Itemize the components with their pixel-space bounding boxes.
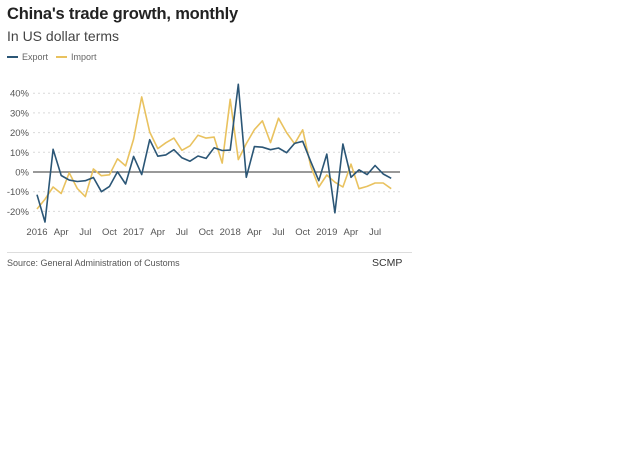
chart-title: China's trade growth, monthly xyxy=(7,5,238,23)
x-tick-label: 2016 xyxy=(26,227,47,238)
chart-subtitle: In US dollar terms xyxy=(7,28,120,44)
x-tick-label: Apr xyxy=(54,227,69,238)
legend-item-import: Import xyxy=(56,52,97,62)
brand-label: SCMP xyxy=(372,257,403,269)
x-tick-label: 2019 xyxy=(316,227,337,238)
x-tick-label: Oct xyxy=(199,227,214,238)
x-tick-label: Jul xyxy=(79,227,91,238)
y-tick-label: 40% xyxy=(10,89,30,100)
x-tick-label: Apr xyxy=(150,227,165,238)
line-chart: 40% 30% 20% 10% 0% -10% -20% 2016 Apr Jul Oct 2017… xyxy=(7,83,400,238)
x-tick-label: 2018 xyxy=(220,227,241,238)
gridlines xyxy=(33,92,400,212)
series-line-import xyxy=(36,96,392,210)
legend-swatch-import xyxy=(56,56,68,58)
x-axis-ticks: 2016 Apr Jul Oct 2017 Apr Jul Oct 2018 Apr Jul Oct 2… xyxy=(26,227,381,238)
y-tick-label: 10% xyxy=(10,148,30,159)
x-tick-label: Oct xyxy=(295,227,310,238)
legend-swatch-export xyxy=(7,56,18,58)
y-tick-label: -10% xyxy=(7,187,30,198)
source-note: Source: General Administration of Custom… xyxy=(7,258,180,268)
y-tick-label: 20% xyxy=(10,128,30,139)
y-axis-ticks: 40% 30% 20% 10% 0% -10% -20% xyxy=(7,89,30,218)
series-lines xyxy=(36,83,392,223)
y-tick-label: 30% xyxy=(10,108,30,119)
x-tick-label: Jul xyxy=(369,227,381,238)
legend-item-export: Export xyxy=(7,52,48,62)
legend-label-export: Export xyxy=(22,52,49,62)
footer-divider xyxy=(7,252,412,253)
x-tick-label: Apr xyxy=(247,227,262,238)
x-tick-label: Jul xyxy=(176,227,188,238)
legend-label-import: Import xyxy=(71,52,97,62)
y-tick-label: 0% xyxy=(15,168,29,179)
series-line-export xyxy=(36,83,392,223)
y-tick-label: -20% xyxy=(7,207,30,218)
x-tick-label: 2017 xyxy=(123,227,144,238)
x-tick-label: Apr xyxy=(344,227,359,238)
legend: Export Import xyxy=(7,52,105,62)
x-tick-label: Oct xyxy=(102,227,117,238)
x-tick-label: Jul xyxy=(272,227,284,238)
